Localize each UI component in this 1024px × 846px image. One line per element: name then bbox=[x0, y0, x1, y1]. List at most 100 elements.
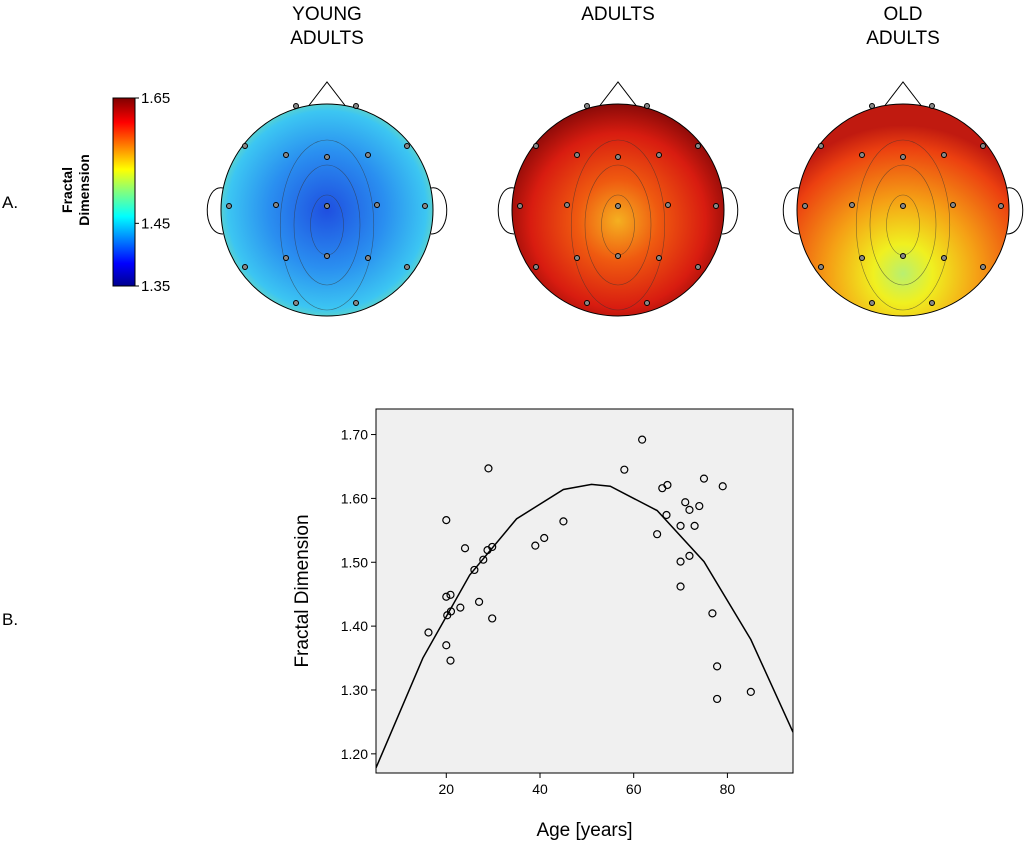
map-title: ADULTS bbox=[290, 28, 364, 49]
x-tick-label: 60 bbox=[626, 781, 642, 797]
electrode bbox=[665, 202, 671, 208]
nose bbox=[306, 81, 348, 109]
data-point bbox=[746, 687, 755, 696]
fit-curve bbox=[376, 483, 793, 769]
data-point bbox=[685, 551, 694, 560]
electrode bbox=[324, 203, 330, 209]
ear bbox=[782, 187, 800, 235]
electrode bbox=[584, 300, 590, 306]
electrode bbox=[713, 203, 719, 209]
electrode bbox=[574, 255, 580, 261]
electrode bbox=[900, 154, 906, 160]
data-point bbox=[662, 510, 671, 520]
electrode bbox=[273, 202, 279, 208]
data-point bbox=[695, 501, 704, 511]
electrode bbox=[695, 143, 701, 149]
electrode bbox=[802, 203, 808, 209]
data-point bbox=[442, 516, 451, 525]
electrode bbox=[353, 103, 359, 109]
data-point bbox=[559, 517, 568, 526]
electrode bbox=[869, 300, 875, 306]
colorbar-tick-label: 1.35 bbox=[141, 278, 170, 295]
electrode bbox=[941, 255, 947, 261]
data-point bbox=[663, 480, 672, 490]
contour bbox=[570, 139, 666, 311]
electrode bbox=[900, 203, 906, 209]
electrode bbox=[242, 264, 248, 270]
electrode bbox=[859, 152, 865, 158]
electrode bbox=[533, 264, 539, 270]
electrode bbox=[998, 203, 1004, 209]
data-point bbox=[460, 544, 470, 553]
electrode bbox=[365, 152, 371, 158]
electrode bbox=[615, 203, 621, 209]
map-title: OLD bbox=[883, 4, 922, 25]
y-axis-label: Fractal Dimension bbox=[292, 514, 313, 667]
y-tick-label: 1.40 bbox=[341, 618, 368, 634]
y-tick-label: 1.20 bbox=[341, 746, 368, 762]
electrode bbox=[422, 203, 428, 209]
electrode bbox=[929, 103, 935, 109]
electrode bbox=[293, 300, 299, 306]
electrode bbox=[656, 255, 662, 261]
topomap bbox=[206, 81, 448, 317]
data-point bbox=[424, 628, 433, 637]
data-point bbox=[653, 530, 662, 539]
electrode bbox=[656, 152, 662, 158]
map-title: ADULTS bbox=[866, 28, 940, 49]
electrode bbox=[517, 203, 523, 209]
electrode bbox=[950, 202, 956, 208]
y-tick-label: 1.30 bbox=[341, 682, 368, 698]
x-axis-label: Age [years] bbox=[536, 820, 632, 841]
data-point bbox=[442, 641, 451, 650]
electrode bbox=[615, 253, 621, 259]
data-point bbox=[676, 582, 685, 591]
data-point bbox=[488, 542, 497, 552]
electrode bbox=[226, 203, 232, 209]
electrode bbox=[283, 152, 289, 158]
data-point bbox=[531, 541, 540, 550]
electrode bbox=[818, 143, 824, 149]
data-point bbox=[699, 474, 709, 483]
x-tick-label: 80 bbox=[720, 781, 736, 797]
colorbar-tick-label: 1.45 bbox=[141, 215, 170, 232]
electrode bbox=[283, 255, 289, 261]
x-tick-label: 20 bbox=[438, 781, 454, 797]
data-point bbox=[446, 656, 455, 665]
electrode bbox=[404, 143, 410, 149]
electrode bbox=[980, 264, 986, 270]
head bbox=[220, 103, 434, 317]
contour bbox=[279, 139, 375, 311]
topomap bbox=[497, 81, 739, 317]
electrode bbox=[242, 143, 248, 149]
colorbar bbox=[112, 97, 136, 287]
map-title: YOUNG bbox=[292, 4, 362, 25]
electrode bbox=[644, 103, 650, 109]
electrode bbox=[564, 202, 570, 208]
electrode bbox=[574, 152, 580, 158]
plot-area bbox=[375, 408, 794, 774]
ear bbox=[497, 187, 515, 235]
data-point bbox=[456, 603, 465, 612]
electrode bbox=[941, 152, 947, 158]
y-tick-label: 1.50 bbox=[341, 554, 368, 570]
electrode bbox=[615, 154, 621, 160]
electrode bbox=[404, 264, 410, 270]
contour bbox=[869, 164, 937, 286]
electrode bbox=[900, 253, 906, 259]
electrode bbox=[374, 202, 380, 208]
data-point bbox=[690, 521, 699, 530]
electrode bbox=[584, 103, 590, 109]
data-point bbox=[540, 533, 549, 543]
data-point bbox=[484, 464, 493, 473]
head bbox=[796, 103, 1010, 317]
nose bbox=[882, 81, 924, 109]
electrode bbox=[644, 300, 650, 306]
data-point bbox=[446, 590, 455, 599]
data-point bbox=[685, 505, 694, 514]
electrode bbox=[869, 103, 875, 109]
electrode bbox=[929, 300, 935, 306]
contour bbox=[584, 164, 652, 286]
electrode bbox=[695, 264, 701, 270]
